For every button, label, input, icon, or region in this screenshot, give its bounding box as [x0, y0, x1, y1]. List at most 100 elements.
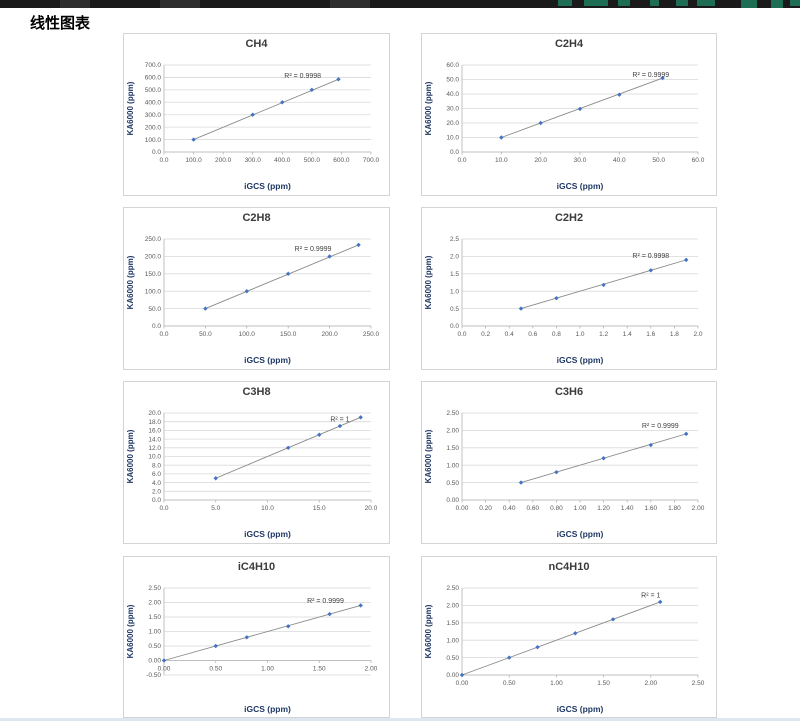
bottom-strip — [0, 718, 800, 721]
svg-text:18.0: 18.0 — [148, 419, 161, 426]
svg-text:1.0: 1.0 — [575, 331, 584, 338]
svg-text:2.00: 2.00 — [365, 666, 378, 673]
svg-text:1.60: 1.60 — [644, 505, 657, 512]
svg-text:60.0: 60.0 — [446, 62, 459, 69]
svg-text:1.50: 1.50 — [148, 614, 161, 621]
header-logo-fragment — [60, 0, 90, 8]
svg-text:iGCS (ppm): iGCS (ppm) — [244, 355, 291, 365]
page-title: 线性图表 — [30, 15, 91, 32]
svg-text:6.0: 6.0 — [152, 471, 161, 478]
svg-text:0.0: 0.0 — [159, 505, 168, 512]
svg-text:16.0: 16.0 — [148, 428, 161, 435]
svg-text:KA6000 (ppm): KA6000 (ppm) — [126, 604, 135, 658]
svg-text:R² = 1: R² = 1 — [641, 593, 660, 600]
svg-text:12.0: 12.0 — [148, 445, 161, 452]
svg-text:1.6: 1.6 — [646, 331, 655, 338]
header-logo-fragment-green — [790, 0, 800, 6]
svg-text:R² = 0.9998: R² = 0.9998 — [632, 253, 669, 260]
svg-text:50.0: 50.0 — [148, 306, 161, 313]
svg-text:R² = 0.9998: R² = 0.9998 — [284, 73, 321, 80]
svg-text:0.6: 0.6 — [528, 331, 537, 338]
svg-text:2.0: 2.0 — [152, 489, 161, 496]
svg-text:1.00: 1.00 — [574, 505, 587, 512]
svg-text:20.0: 20.0 — [534, 157, 547, 164]
chart-title: C2H8 — [242, 212, 271, 224]
svg-text:1.5: 1.5 — [450, 271, 459, 278]
svg-text:1.50: 1.50 — [313, 666, 326, 673]
header-logo-fragment-green — [618, 0, 630, 6]
svg-text:iGCS (ppm): iGCS (ppm) — [557, 704, 604, 714]
chart-title: C3H6 — [554, 386, 584, 398]
svg-text:2.50: 2.50 — [692, 680, 705, 687]
svg-text:0.0: 0.0 — [152, 497, 161, 504]
svg-text:iGCS (ppm): iGCS (ppm) — [244, 181, 291, 191]
svg-text:KA6000 (ppm): KA6000 (ppm) — [424, 429, 433, 483]
svg-text:KA6000 (ppm): KA6000 (ppm) — [424, 81, 433, 135]
chart-card-c2h2: C2H2 0.0 0.2 0.4 0.6 0.8 1.0 1.2 1.4 1.6 1.8 2.0 0.… — [421, 207, 717, 370]
svg-text:500.0: 500.0 — [145, 87, 162, 94]
chart-title: iC4H10 — [237, 561, 276, 573]
svg-text:R² = 1: R² = 1 — [330, 417, 349, 424]
svg-text:200.0: 200.0 — [145, 124, 162, 131]
chart-plot-c2h8: 0.0 50.0 100.0 150.0 200.0 250.0 0.0 50.0 100.0 1… — [126, 236, 380, 365]
svg-text:300.0: 300.0 — [245, 157, 262, 164]
svg-text:0.50: 0.50 — [446, 480, 459, 487]
svg-text:100.0: 100.0 — [145, 288, 162, 295]
svg-text:R² = 0.9999: R² = 0.9999 — [307, 598, 344, 605]
svg-text:5.0: 5.0 — [211, 505, 220, 512]
svg-text:1.00: 1.00 — [148, 629, 161, 636]
svg-text:0.0: 0.0 — [152, 323, 161, 330]
svg-text:50.0: 50.0 — [652, 157, 665, 164]
svg-text:2.50: 2.50 — [148, 585, 161, 592]
svg-text:0.0: 0.0 — [457, 331, 466, 338]
chart-title: C3H8 — [242, 386, 271, 398]
chart-plot-c2h4: 0.0 10.0 20.0 30.0 40.0 50.0 60.0 0.0 10.0 20.0 30… — [424, 62, 705, 191]
svg-text:KA6000 (ppm): KA6000 (ppm) — [126, 255, 135, 309]
svg-text:1.40: 1.40 — [621, 505, 634, 512]
chart-title: CH4 — [245, 38, 268, 50]
svg-text:60.0: 60.0 — [692, 157, 705, 164]
chart-plot-c3h6: 0.00 0.20 0.40 0.60 0.80 1.00 1.20 1.40 1.60 1.80… — [424, 410, 705, 539]
chart-card-c2h8: C2H8 0.0 50.0 100.0 150.0 200.0 250.0 0.0 50.0 1… — [123, 207, 390, 370]
svg-text:R² = 0.9999: R² = 0.9999 — [632, 72, 669, 79]
svg-text:1.50: 1.50 — [446, 620, 459, 627]
svg-text:0.00: 0.00 — [446, 497, 459, 504]
svg-text:300.0: 300.0 — [145, 112, 162, 119]
chart-title: C2H4 — [554, 38, 584, 50]
svg-text:0.80: 0.80 — [550, 505, 563, 512]
svg-text:1.00: 1.00 — [446, 462, 459, 469]
svg-text:150.0: 150.0 — [280, 331, 297, 338]
svg-text:20.0: 20.0 — [148, 410, 161, 417]
svg-text:0.0: 0.0 — [159, 157, 168, 164]
svg-text:50.0: 50.0 — [446, 77, 459, 84]
svg-text:iGCS (ppm): iGCS (ppm) — [244, 529, 291, 539]
svg-text:0.0: 0.0 — [450, 149, 459, 156]
svg-text:100.0: 100.0 — [185, 157, 202, 164]
svg-text:1.2: 1.2 — [599, 331, 608, 338]
header-logo-fragment-green — [650, 0, 659, 6]
svg-text:0.4: 0.4 — [505, 331, 514, 338]
header-logo-fragment-green — [741, 0, 757, 8]
svg-text:KA6000 (ppm): KA6000 (ppm) — [126, 429, 135, 483]
svg-text:iGCS (ppm): iGCS (ppm) — [557, 355, 604, 365]
svg-text:8.0: 8.0 — [152, 462, 161, 469]
svg-text:2.00: 2.00 — [446, 428, 459, 435]
svg-text:10.0: 10.0 — [148, 454, 161, 461]
svg-text:20.0: 20.0 — [365, 505, 378, 512]
svg-text:1.8: 1.8 — [670, 331, 679, 338]
svg-text:2.00: 2.00 — [692, 505, 705, 512]
svg-text:1.00: 1.00 — [446, 637, 459, 644]
svg-text:40.0: 40.0 — [446, 91, 459, 98]
svg-text:30.0: 30.0 — [446, 106, 459, 113]
svg-text:200.0: 200.0 — [215, 157, 232, 164]
svg-text:0.60: 0.60 — [526, 505, 539, 512]
header-logo-fragment-green — [584, 0, 608, 6]
svg-text:14.0: 14.0 — [148, 436, 161, 443]
svg-text:10.0: 10.0 — [261, 505, 274, 512]
svg-text:1.50: 1.50 — [597, 680, 610, 687]
svg-text:0.5: 0.5 — [450, 306, 459, 313]
svg-text:0.50: 0.50 — [503, 680, 516, 687]
svg-text:20.0: 20.0 — [446, 120, 459, 127]
chart-card-nc4h10: nC4H10 0.00 0.50 1.00 1.50 2.00 2.50 0.00 0.50 1… — [421, 556, 717, 718]
header-logo-fragment — [330, 0, 370, 8]
